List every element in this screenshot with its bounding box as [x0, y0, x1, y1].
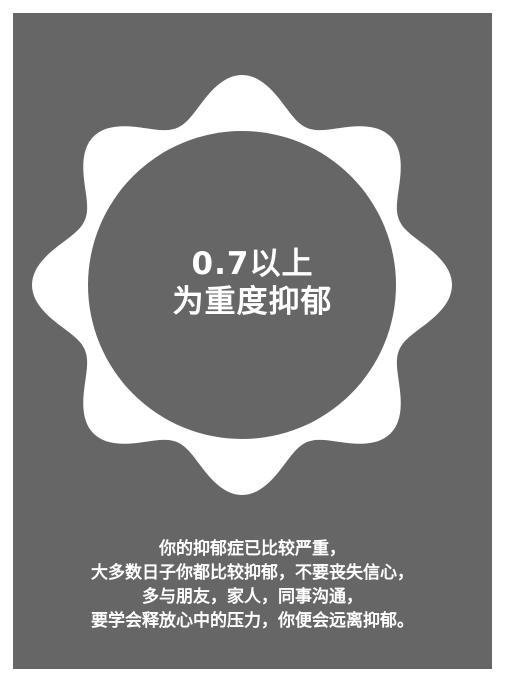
message-line: 多与朋友，家人，同事沟通，	[142, 587, 363, 607]
result-headline: 0.7以上 为重度抑郁	[13, 245, 492, 321]
headline-score: 0.7以上	[191, 246, 314, 282]
message-line: 要学会释放心中的压力，你便会远离抑郁。	[91, 611, 414, 631]
result-card: 0.7以上 为重度抑郁 你的抑郁症已比较严重， 大多数日子你都比较抑郁，不要丧失…	[13, 13, 492, 669]
badge-inner-circle	[88, 131, 396, 439]
headline-level: 为重度抑郁	[172, 284, 333, 320]
scalloped-badge	[32, 75, 452, 495]
message-line: 你的抑郁症已比较严重，	[159, 539, 346, 559]
result-message: 你的抑郁症已比较严重， 大多数日子你都比较抑郁，不要丧失信心， 多与朋友，家人，…	[13, 537, 492, 633]
message-line: 大多数日子你都比较抑郁，不要丧失信心，	[91, 563, 414, 583]
